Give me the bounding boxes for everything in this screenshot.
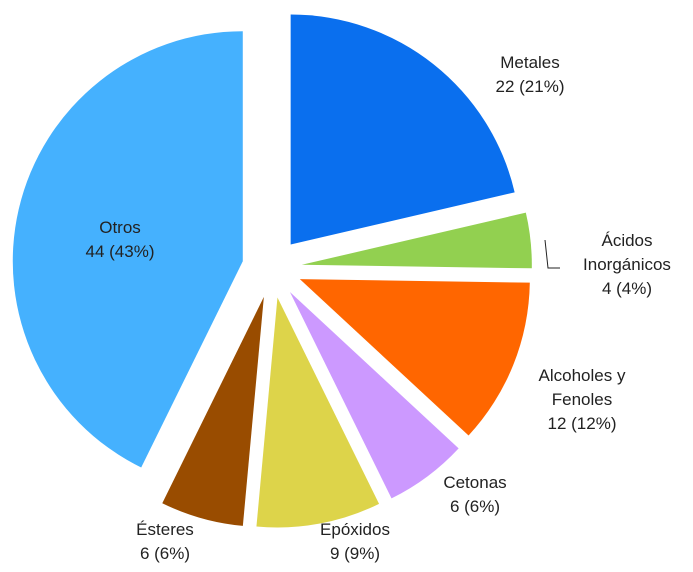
- category-name: Metales: [500, 53, 560, 72]
- slice-label: Alcoholes y Fenoles 12 (12%): [512, 364, 652, 436]
- category-name: Ésteres: [136, 520, 194, 539]
- slice-label: Ácidos Inorgánicos 4 (4%): [557, 229, 693, 301]
- slice-label: Cetonas 6 (6%): [405, 471, 545, 519]
- pie-slice: [301, 212, 532, 269]
- pie-slice: [290, 14, 515, 245]
- value-label: 9 (9%): [329, 544, 381, 563]
- value-label: 44 (43%): [85, 242, 155, 261]
- category-name: Epóxidos: [320, 520, 390, 539]
- category-name: Cetonas: [443, 473, 507, 492]
- pie-slice: [256, 297, 380, 528]
- pie-slice: [162, 296, 264, 526]
- slice-label: Epóxidos 9 (9%): [285, 518, 425, 566]
- slice-label: Metales 22 (21%): [460, 51, 600, 99]
- value-label: 6 (6%): [449, 497, 501, 516]
- value-label: 6 (6%): [139, 544, 191, 563]
- value-label: 12 (12%): [547, 414, 617, 433]
- category-name: Ácidos Inorgánicos: [583, 231, 671, 274]
- slice-label: Ésteres 6 (6%): [95, 518, 235, 566]
- category-name: Otros: [99, 218, 141, 237]
- value-label: 22 (21%): [495, 77, 565, 96]
- value-label: 4 (4%): [601, 279, 653, 298]
- category-name: Alcoholes y Fenoles: [538, 366, 626, 409]
- pie-slice: [289, 292, 459, 499]
- slice-label: Otros 44 (43%): [50, 216, 190, 264]
- pie-slice: [299, 279, 530, 436]
- leader-line: [544, 239, 560, 269]
- pie-slice: [12, 31, 243, 468]
